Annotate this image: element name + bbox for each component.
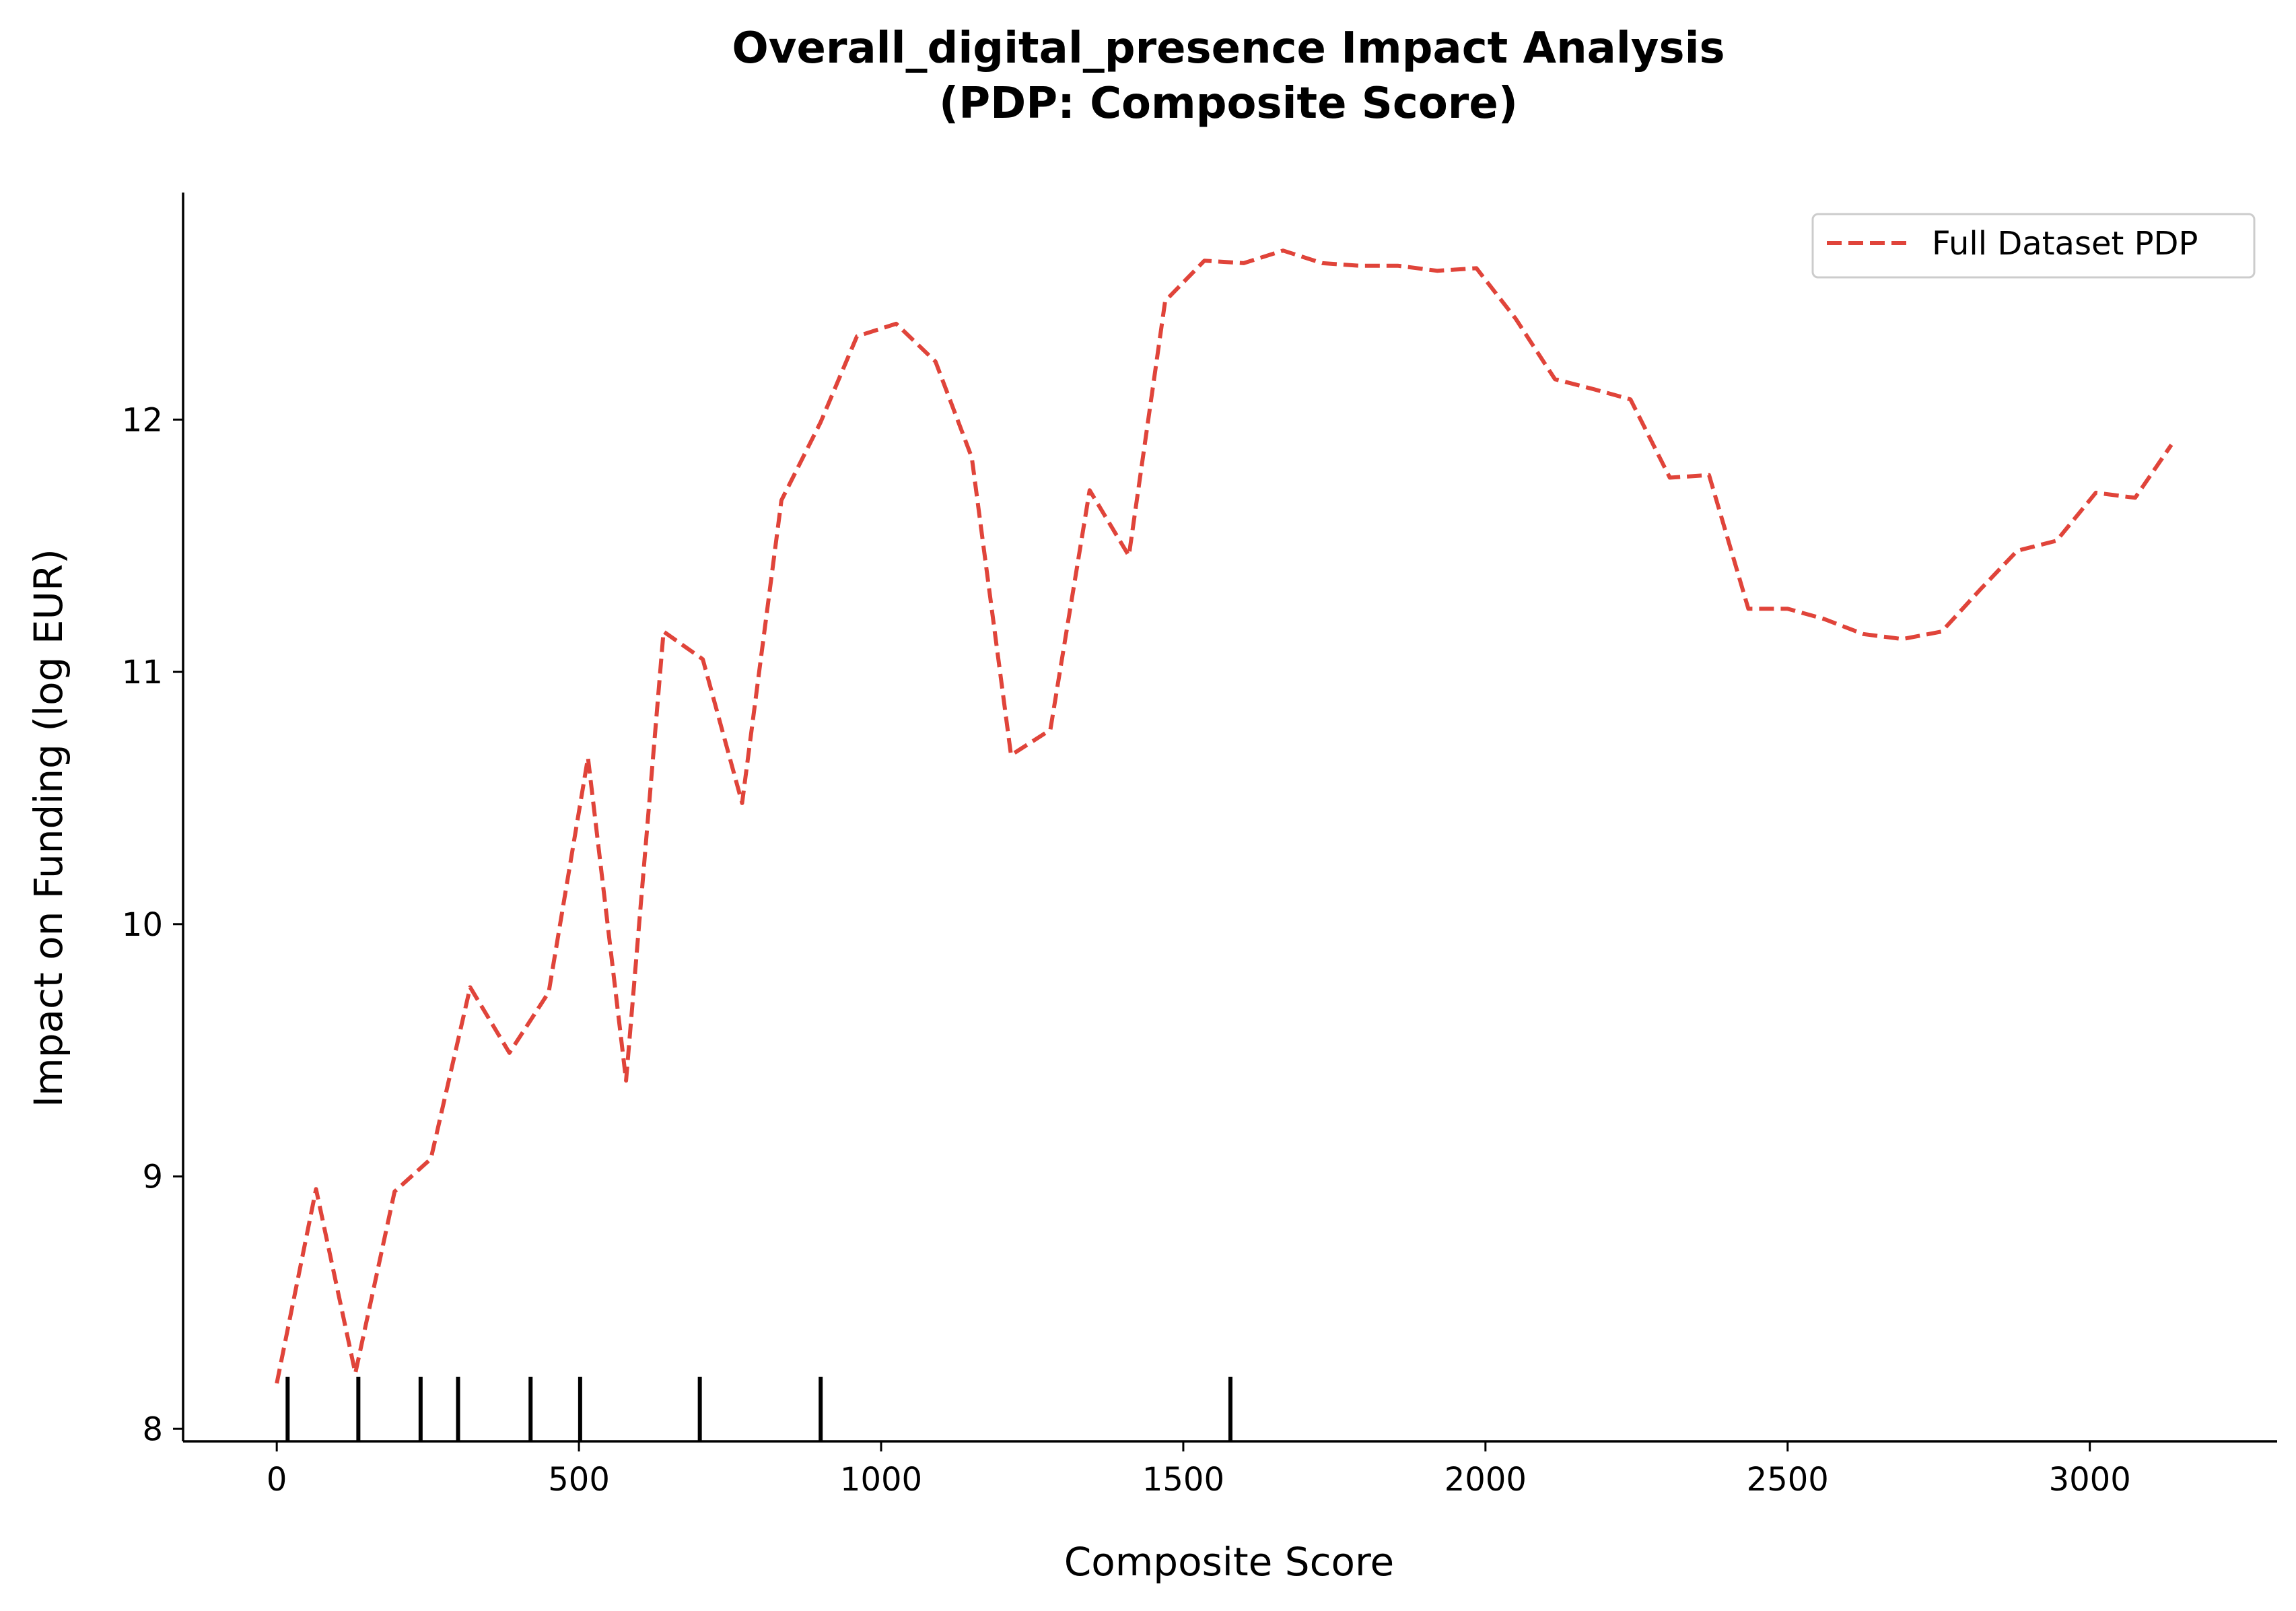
x-tick-label: 2000 bbox=[1445, 1461, 1527, 1499]
rug-marks bbox=[285, 1377, 1232, 1441]
y-tick-label: 10 bbox=[122, 906, 163, 944]
chart-title-line1: Overall_digital_presence Impact Analysis bbox=[732, 24, 1725, 73]
y-tick-label: 9 bbox=[142, 1159, 163, 1196]
y-tick-label: 8 bbox=[142, 1410, 163, 1448]
series-line bbox=[275, 248, 2173, 1384]
chart-title-line2: (PDP: Composite Score) bbox=[939, 79, 1518, 129]
x-axis-label: Composite Score bbox=[1064, 1539, 1394, 1585]
x-tick-label: 500 bbox=[548, 1461, 610, 1499]
y-axis-ticks: 8 9 10 11 12 bbox=[122, 401, 183, 1448]
legend-box bbox=[1811, 213, 2256, 279]
legend-label: Full Dataset PDP bbox=[1932, 225, 2198, 263]
y-axis-label: Impact on Funding (log EUR) bbox=[26, 549, 71, 1107]
x-axis-ticks: 0 500 1000 1500 2000 2500 3000 bbox=[267, 1441, 2131, 1499]
y-tick-label: 12 bbox=[122, 401, 163, 439]
x-tick-label: 0 bbox=[267, 1461, 287, 1499]
x-tick-label: 3000 bbox=[2049, 1461, 2131, 1499]
x-tick-label: 2500 bbox=[1747, 1461, 1829, 1499]
x-tick-label: 1500 bbox=[1142, 1461, 1224, 1499]
y-tick-label: 11 bbox=[122, 654, 163, 691]
series-lines bbox=[275, 248, 2173, 1384]
x-tick-label: 1000 bbox=[840, 1461, 922, 1499]
legend: Full Dataset PDP bbox=[1811, 213, 2256, 279]
